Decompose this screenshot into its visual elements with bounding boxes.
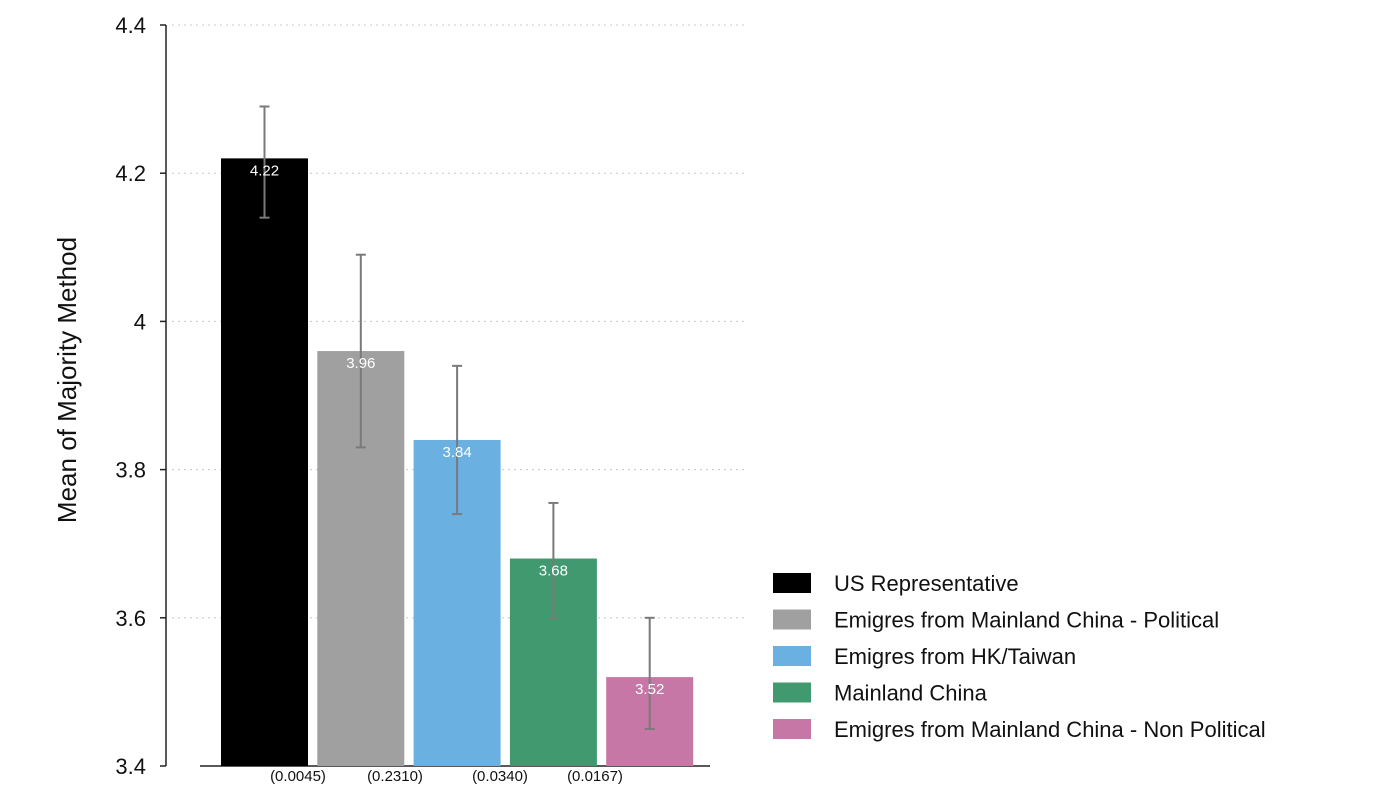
bar-value-label: 3.84	[442, 444, 471, 461]
legend-swatch	[773, 573, 811, 593]
y-tick-label: 3.6	[115, 606, 146, 631]
legend-label: Emigres from HK/Taiwan	[834, 644, 1076, 669]
legend-label: Emigres from Mainland China - Non Politi…	[834, 717, 1266, 742]
p-value-label: (0.2310)	[367, 768, 423, 785]
p-value-labels: (0.0045) (0.2310) (0.0340) (0.0167)	[270, 768, 623, 785]
p-value-label: (0.0045)	[270, 768, 326, 785]
legend-swatch	[773, 682, 811, 703]
bar	[221, 158, 308, 766]
legend-swatch	[773, 609, 811, 630]
y-tick-label: 3.4	[115, 754, 146, 779]
bar-value-label: 3.96	[346, 355, 375, 372]
legend-label: Mainland China	[834, 681, 988, 706]
bar-value-label: 3.68	[539, 563, 568, 580]
bars	[221, 158, 694, 766]
p-value-label: (0.0340)	[472, 768, 528, 785]
y-tick-label: 4.2	[115, 161, 146, 186]
y-tick-label: 3.8	[115, 458, 146, 483]
legend-swatch	[773, 646, 811, 666]
y-tick-label: 4	[134, 309, 146, 334]
p-value-label: (0.0167)	[567, 768, 623, 785]
y-axis-label: Mean of Majority Method	[52, 237, 82, 523]
legend: US Representative Emigres from Mainland C…	[773, 571, 1266, 742]
bar-value-label: 3.52	[635, 681, 664, 698]
legend-swatch	[773, 719, 811, 739]
error-bars	[259, 105, 655, 730]
legend-label: Emigres from Mainland China - Political	[834, 608, 1219, 633]
legend-label: US Representative	[834, 571, 1019, 596]
y-axis-ticks: 3.4 3.6 3.8 4 4.2 4.4	[115, 13, 166, 779]
bar-value-label: 4.22	[250, 162, 279, 179]
bar-value-labels: 4.22 3.96 3.84 3.68 3.52	[250, 162, 664, 698]
y-tick-label: 4.4	[115, 13, 146, 38]
